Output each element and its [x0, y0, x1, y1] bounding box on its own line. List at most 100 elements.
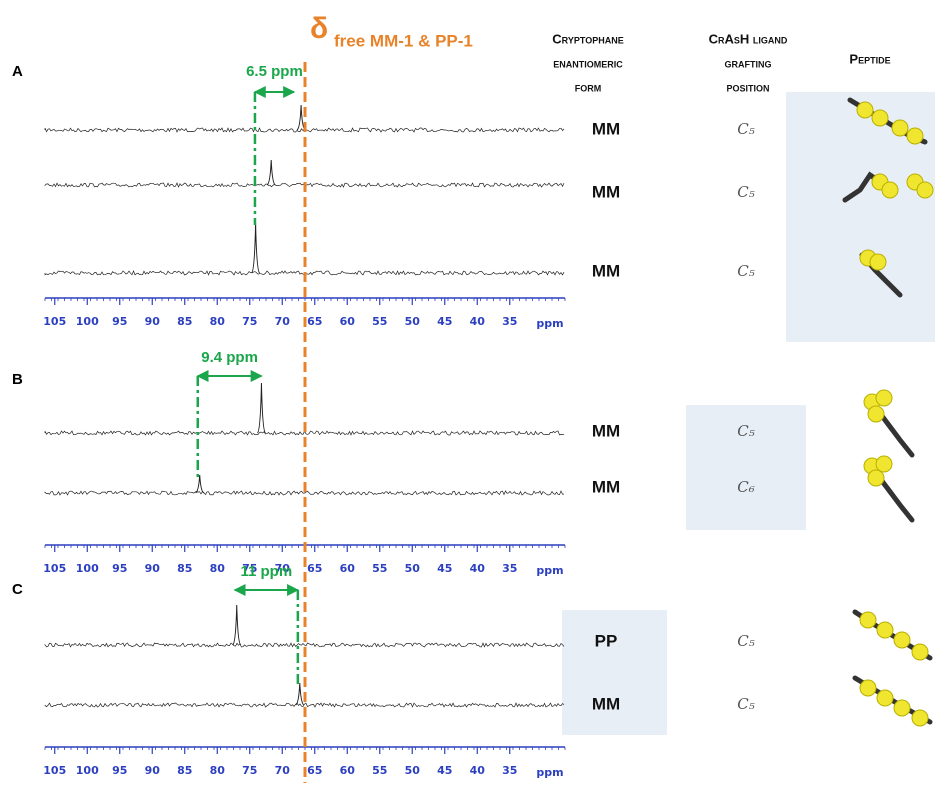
column-header: form [575, 79, 602, 94]
grafting-label: C₅ [737, 632, 755, 650]
peptide-bead [893, 631, 911, 649]
x-tick-label: 100 [76, 764, 99, 777]
column-header: Peptide [849, 51, 890, 66]
annotation-text: 9.4 ppm [201, 349, 258, 366]
x-tick-label: 50 [405, 764, 421, 777]
peptide-bead [893, 699, 911, 717]
peptide-bead [881, 181, 899, 199]
panel-label: A [12, 63, 23, 80]
column-header: grafting [725, 55, 772, 70]
peak [195, 474, 205, 494]
x-tick-label: 95 [112, 315, 127, 328]
x-tick-label: 65 [307, 315, 322, 328]
column-header: CrAsH ligand [709, 31, 788, 46]
enantiomer-label: PP [595, 631, 618, 650]
x-tick-label: 60 [340, 315, 356, 328]
x-axis-label: ppm [536, 317, 563, 330]
x-tick-label: 40 [470, 562, 486, 575]
peptide-bead [867, 469, 885, 487]
peak [266, 159, 276, 186]
x-tick-label: 45 [437, 764, 452, 777]
peptide-bead [911, 643, 929, 661]
x-tick-label: 45 [437, 315, 452, 328]
x-tick-label: 80 [210, 764, 226, 777]
reference-label: free MM-1 & PP-1 [334, 31, 473, 50]
x-tick-label: 90 [145, 764, 161, 777]
panel-label: C [12, 581, 23, 598]
enantiomer-label: MM [592, 261, 620, 280]
x-tick-label: 55 [372, 562, 387, 575]
column-header: enantiomeric [553, 55, 623, 70]
grafting-label: C₆ [737, 478, 755, 496]
x-tick-label: 70 [275, 764, 291, 777]
x-tick-label: 85 [177, 562, 192, 575]
peptide-bead [875, 389, 893, 407]
x-tick-label: 65 [307, 562, 322, 575]
x-tick-label: 100 [76, 315, 99, 328]
peptide-bead [906, 127, 924, 145]
x-tick-label: 35 [502, 315, 517, 328]
peptide-bead [859, 679, 877, 697]
x-tick-label: 105 [43, 562, 66, 575]
x-tick-label: 75 [242, 562, 257, 575]
x-tick-label: 70 [275, 562, 291, 575]
x-tick-label: 60 [340, 764, 356, 777]
peptide-bead [869, 253, 887, 271]
column-header: Cryptophane [552, 31, 623, 46]
x-tick-label: 105 [43, 764, 66, 777]
x-tick-label: 55 [372, 315, 387, 328]
enantiomer-label: MM [592, 182, 620, 201]
grafting-label: C₅ [737, 695, 755, 713]
highlight-box [562, 610, 667, 735]
x-tick-label: 45 [437, 562, 452, 575]
x-tick-label: 95 [112, 562, 127, 575]
annotation-text: 6.5 ppm [246, 63, 303, 80]
peptide-bead [871, 109, 889, 127]
spectrum-baseline [44, 490, 564, 496]
x-tick-label: 40 [470, 764, 486, 777]
column-header: position [726, 79, 769, 94]
grafting-label: C₅ [737, 422, 755, 440]
x-tick-label: 40 [470, 315, 486, 328]
highlight-box [686, 405, 806, 530]
annotation-text: 11 ppm [240, 563, 292, 580]
x-tick-label: 90 [145, 562, 161, 575]
peak [295, 682, 305, 706]
x-tick-label: 100 [76, 562, 99, 575]
reference-symbol: δ [310, 12, 328, 45]
enantiomer-label: MM [592, 694, 620, 713]
peptide-bead [867, 405, 885, 423]
x-tick-label: 55 [372, 764, 387, 777]
enantiomer-label: MM [592, 119, 620, 138]
x-tick-label: 65 [307, 764, 322, 777]
spectrum-baseline [44, 642, 565, 648]
x-tick-label: 35 [502, 562, 517, 575]
peptide-bead [876, 689, 894, 707]
x-tick-label: 105 [43, 315, 66, 328]
peptide-bead [856, 101, 874, 119]
grafting-label: C₅ [737, 183, 755, 201]
x-tick-label: 85 [177, 764, 192, 777]
peptide-icons [842, 97, 934, 727]
grafting-label: C₅ [737, 120, 755, 138]
grafting-label: C₅ [737, 262, 755, 280]
peptide-bead [916, 181, 934, 199]
x-tick-label: 75 [242, 764, 257, 777]
enantiomer-label: MM [592, 421, 620, 440]
x-tick-label: 80 [210, 562, 226, 575]
x-tick-label: 75 [242, 315, 257, 328]
peak [251, 222, 261, 274]
x-tick-label: 80 [210, 315, 226, 328]
x-tick-label: 95 [112, 764, 127, 777]
x-tick-label: 50 [405, 562, 421, 575]
peptide-bead [875, 455, 893, 473]
panel-label: B [12, 371, 23, 388]
x-axis-label: ppm [536, 766, 563, 779]
spectrum-baseline [44, 430, 565, 436]
peptide-bead [891, 119, 909, 137]
peak [232, 604, 242, 646]
spectrum-baseline [44, 702, 565, 708]
x-tick-label: 35 [502, 764, 517, 777]
peptide-bead [859, 611, 877, 629]
x-tick-label: 85 [177, 315, 192, 328]
